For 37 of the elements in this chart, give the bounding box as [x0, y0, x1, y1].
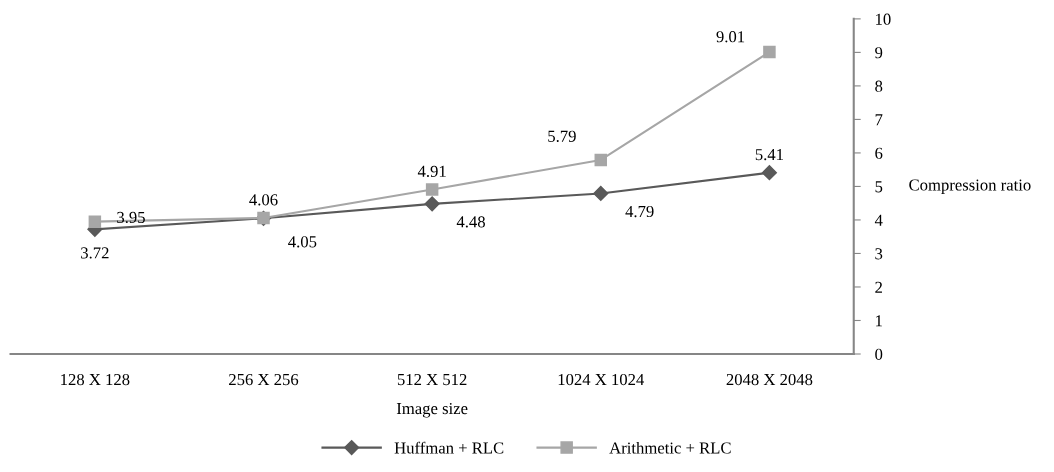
- y-tick-label: 0: [875, 348, 883, 360]
- legend-label: Arithmetic + RLC: [609, 441, 731, 454]
- x-tick-label: 256 X 256: [229, 373, 299, 386]
- y-tick-label: 3: [875, 248, 883, 260]
- x-axis-title: Image size: [396, 402, 468, 418]
- point: [763, 45, 776, 59]
- point: [425, 183, 439, 196]
- point: [88, 215, 102, 228]
- y-tick-label: 4: [874, 214, 883, 226]
- y-tick-label: 9: [875, 47, 883, 59]
- y-tick-label: 6: [875, 147, 883, 159]
- y-axis-title: Compression ratio: [909, 179, 1031, 194]
- y-tick-label: 1: [876, 315, 882, 327]
- y-tick-label: 8: [875, 80, 883, 92]
- legend-label: Huffman + RLC: [394, 441, 504, 454]
- data-label: 4.48: [456, 216, 485, 228]
- data-label: 4.91: [417, 165, 446, 178]
- y-tick-label: 2: [875, 281, 882, 293]
- data-label: 9.01: [716, 31, 745, 43]
- x-tick-label: 2048 X 2048: [726, 373, 813, 386]
- data-label: 3.95: [117, 211, 145, 224]
- point: [594, 153, 608, 167]
- point: [424, 196, 440, 212]
- point: [761, 165, 777, 181]
- data-label: 4.06: [249, 194, 278, 206]
- data-label: 3.72: [81, 247, 109, 259]
- point: [593, 185, 609, 202]
- data-label: 4.05: [288, 236, 317, 248]
- y-tick-label: 7: [875, 114, 883, 126]
- data-label: 5.79: [548, 130, 576, 142]
- y-tick-label: 10: [876, 13, 891, 25]
- y-tick-label: 5: [875, 181, 883, 193]
- x-tick-label: 512 X 512: [397, 373, 467, 386]
- x-tick-label: 1024 X 1024: [558, 373, 645, 386]
- data-label: 4.79: [625, 205, 654, 218]
- data-label: 5.41: [755, 149, 783, 161]
- x-tick-label: 128 X 128: [61, 373, 130, 386]
